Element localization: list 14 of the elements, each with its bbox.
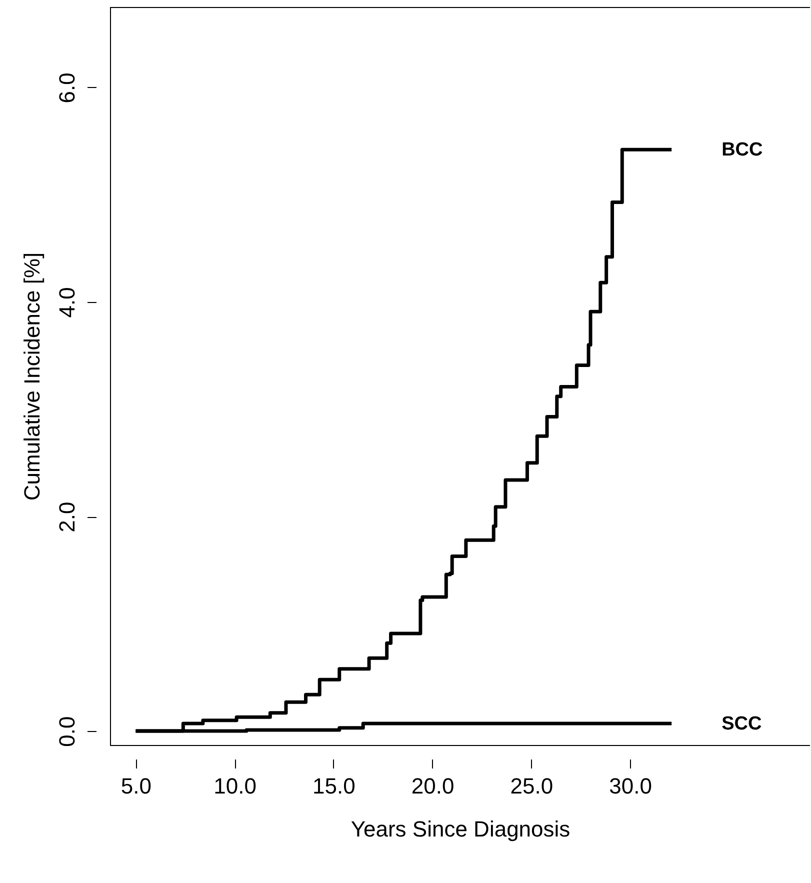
y-axis-title: Cumulative Incidence [%] [20,252,44,501]
text: BCC [722,140,764,161]
y-tick-label: 2.0 [54,502,80,532]
x-tick-label: 10.0 [214,774,256,798]
y-tick-label: 4.0 [54,287,80,318]
y-tick-label: 6.0 [54,72,80,104]
x-tick-label: 15.0 [312,774,356,798]
x-tick-label: 20.0 [411,774,454,798]
y-tick-label: 0.0 [54,716,80,747]
x-tick-label: 5.0 [120,774,152,798]
x-tick-label: 25.0 [510,774,554,798]
x-axis-title: Years Since Diagnosis [350,816,570,842]
x-tick-label: 30.0 [609,774,652,798]
text: SCC [722,714,762,735]
